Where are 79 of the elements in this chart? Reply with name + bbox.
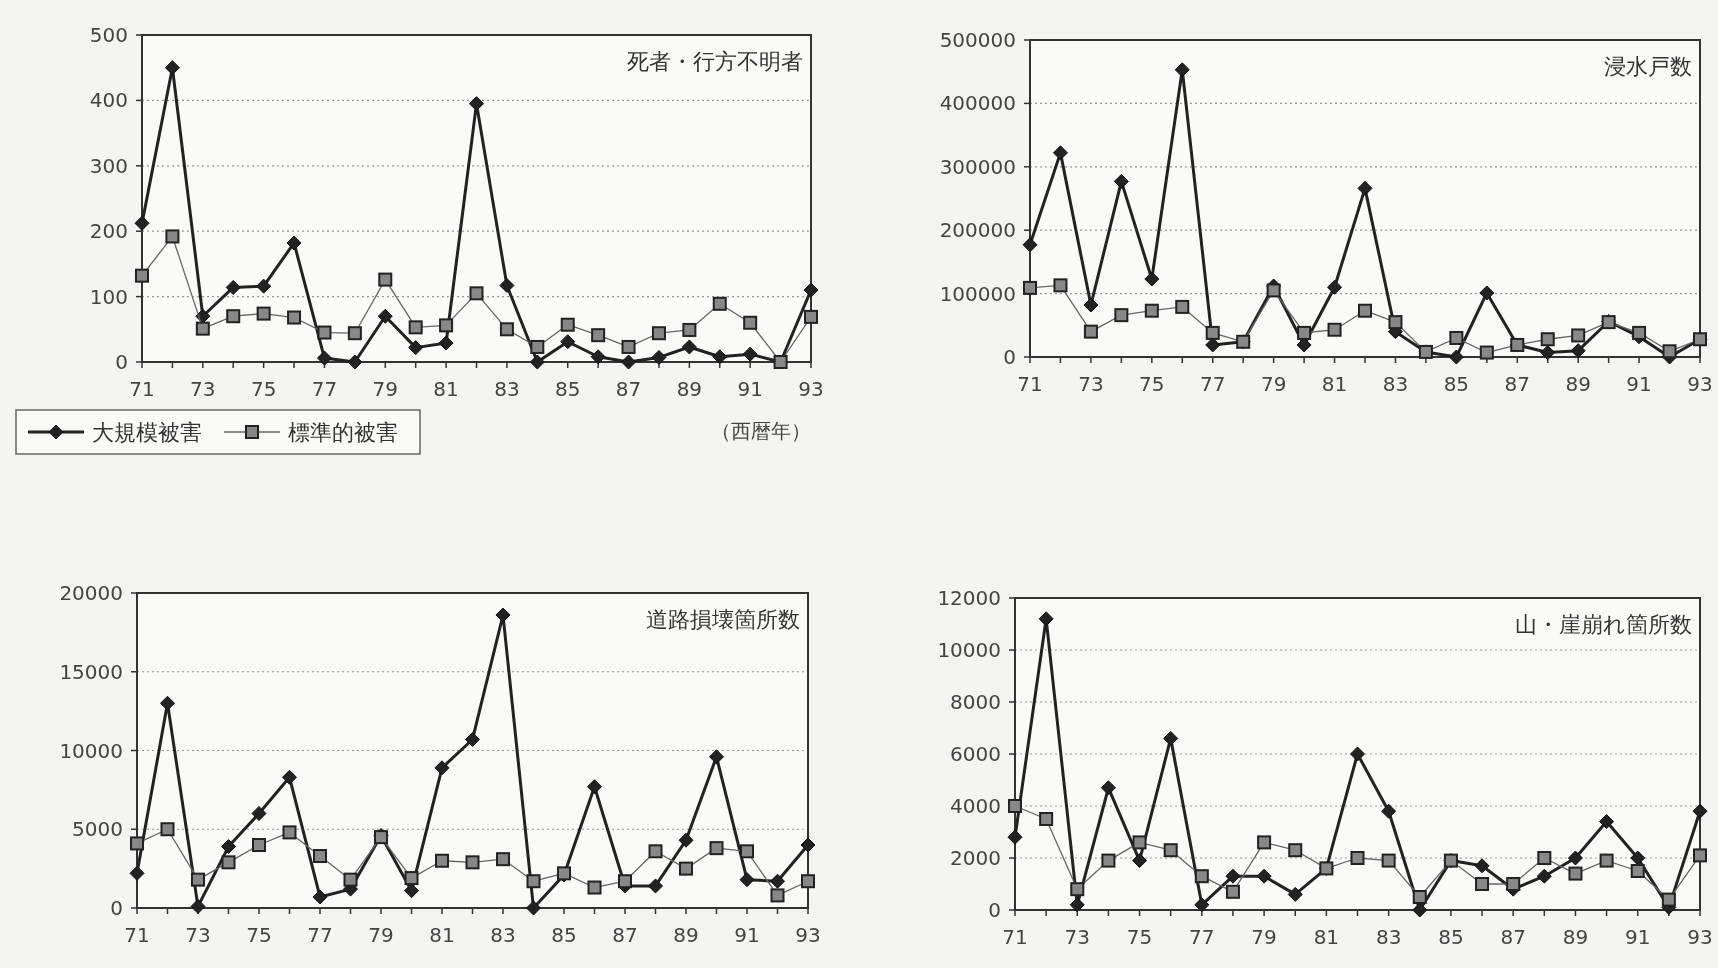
y-tick-label: 15000	[59, 659, 123, 684]
x-tick-label: 89	[676, 377, 703, 401]
y-tick-label: 400000	[939, 91, 1016, 116]
x-tick-label: 71	[1002, 925, 1028, 949]
x-tick-label: 83	[1375, 925, 1402, 949]
x-tick-label: 93	[798, 377, 824, 401]
text: 死者・行方不明者	[627, 49, 803, 74]
x-tick-label: 79	[1251, 925, 1277, 949]
x-tick-label: 79	[368, 923, 394, 947]
y-tick-label: 2000	[950, 846, 1001, 870]
x-tick-label: 85	[555, 377, 581, 401]
text: 道路損壊箇所数	[646, 607, 800, 632]
x-tick-label: 71	[1017, 372, 1043, 396]
y-tick-label: 8000	[950, 690, 1001, 714]
y-tick-label: 5000	[72, 817, 123, 842]
x-tick-label: 79	[1260, 372, 1287, 396]
x-tick-label: 89	[1565, 372, 1591, 396]
x-tick-label: 77	[307, 923, 333, 947]
y-tick-label: 300	[89, 153, 128, 178]
x-tick-label: 83	[494, 377, 520, 401]
x-tick-label: 73	[185, 923, 211, 947]
x-tick-label: 77	[311, 377, 338, 401]
x-tick-label: 87	[1504, 372, 1530, 396]
y-tick-label: 4000	[950, 794, 1001, 818]
x-tick-label: 93	[795, 923, 821, 947]
y-tick-label: 500000	[939, 28, 1016, 52]
x-tick-label: 85	[1443, 372, 1470, 396]
x-tick-label: 75	[246, 923, 272, 947]
y-tick-label: 400	[89, 88, 128, 113]
y-tick-label: 100	[89, 284, 128, 309]
legend-label: 標準的被害	[288, 420, 398, 445]
y-tick-label: 100000	[939, 281, 1016, 306]
text: 山・崖崩れ箇所数	[1515, 612, 1692, 637]
x-tick-label: 85	[1438, 925, 1464, 949]
x-axis-title: （西暦年）	[711, 419, 811, 443]
x-tick-label: 91	[1625, 925, 1651, 949]
y-tick-label: 10000	[937, 638, 1001, 662]
x-tick-label: 83	[1382, 372, 1409, 396]
x-tick-label: 73	[190, 377, 216, 401]
x-tick-label: 91	[1626, 372, 1652, 396]
x-tick-label: 81	[429, 923, 455, 947]
y-tick-label: 20000	[59, 581, 123, 605]
y-tick-label: 200000	[939, 218, 1016, 243]
x-tick-label: 79	[372, 377, 398, 401]
x-tick-label: 89	[673, 923, 699, 947]
x-tick-label: 73	[1078, 372, 1104, 396]
x-tick-label: 81	[433, 377, 459, 401]
x-tick-label: 87	[1500, 925, 1526, 949]
y-tick-label: 300000	[939, 154, 1016, 179]
text: 浸水戸数	[1604, 54, 1692, 79]
x-tick-label: 75	[1126, 925, 1153, 949]
legend-label: 大規模被害	[92, 420, 202, 445]
x-tick-label: 77	[1189, 925, 1215, 949]
x-tick-label: 81	[1321, 372, 1348, 396]
y-tick-label: 0	[1003, 345, 1016, 369]
x-tick-label: 71	[124, 923, 150, 947]
y-tick-label: 12000	[937, 586, 1001, 610]
x-tick-label: 83	[490, 923, 516, 947]
y-tick-label: 6000	[950, 742, 1001, 766]
y-tick-label: 500	[89, 23, 128, 47]
y-tick-label: 200	[89, 219, 128, 244]
x-tick-label: 89	[1562, 925, 1589, 949]
x-tick-label: 77	[1200, 372, 1226, 396]
y-tick-label: 0	[110, 896, 123, 920]
y-tick-label: 0	[988, 898, 1001, 922]
x-tick-label: 73	[1064, 925, 1090, 949]
x-tick-label: 71	[129, 377, 155, 401]
x-tick-label: 93	[1687, 372, 1713, 396]
x-tick-label: 81	[1313, 925, 1340, 949]
x-tick-label: 91	[737, 377, 763, 401]
x-tick-label: 87	[615, 377, 642, 401]
x-tick-label: 93	[1687, 925, 1713, 949]
x-tick-label: 75	[250, 377, 277, 401]
x-tick-label: 91	[734, 923, 760, 947]
x-tick-label: 85	[551, 923, 577, 947]
x-tick-label: 75	[1139, 372, 1165, 396]
x-tick-label: 87	[612, 923, 638, 947]
y-tick-label: 10000	[59, 738, 123, 763]
y-tick-label: 0	[115, 350, 128, 374]
